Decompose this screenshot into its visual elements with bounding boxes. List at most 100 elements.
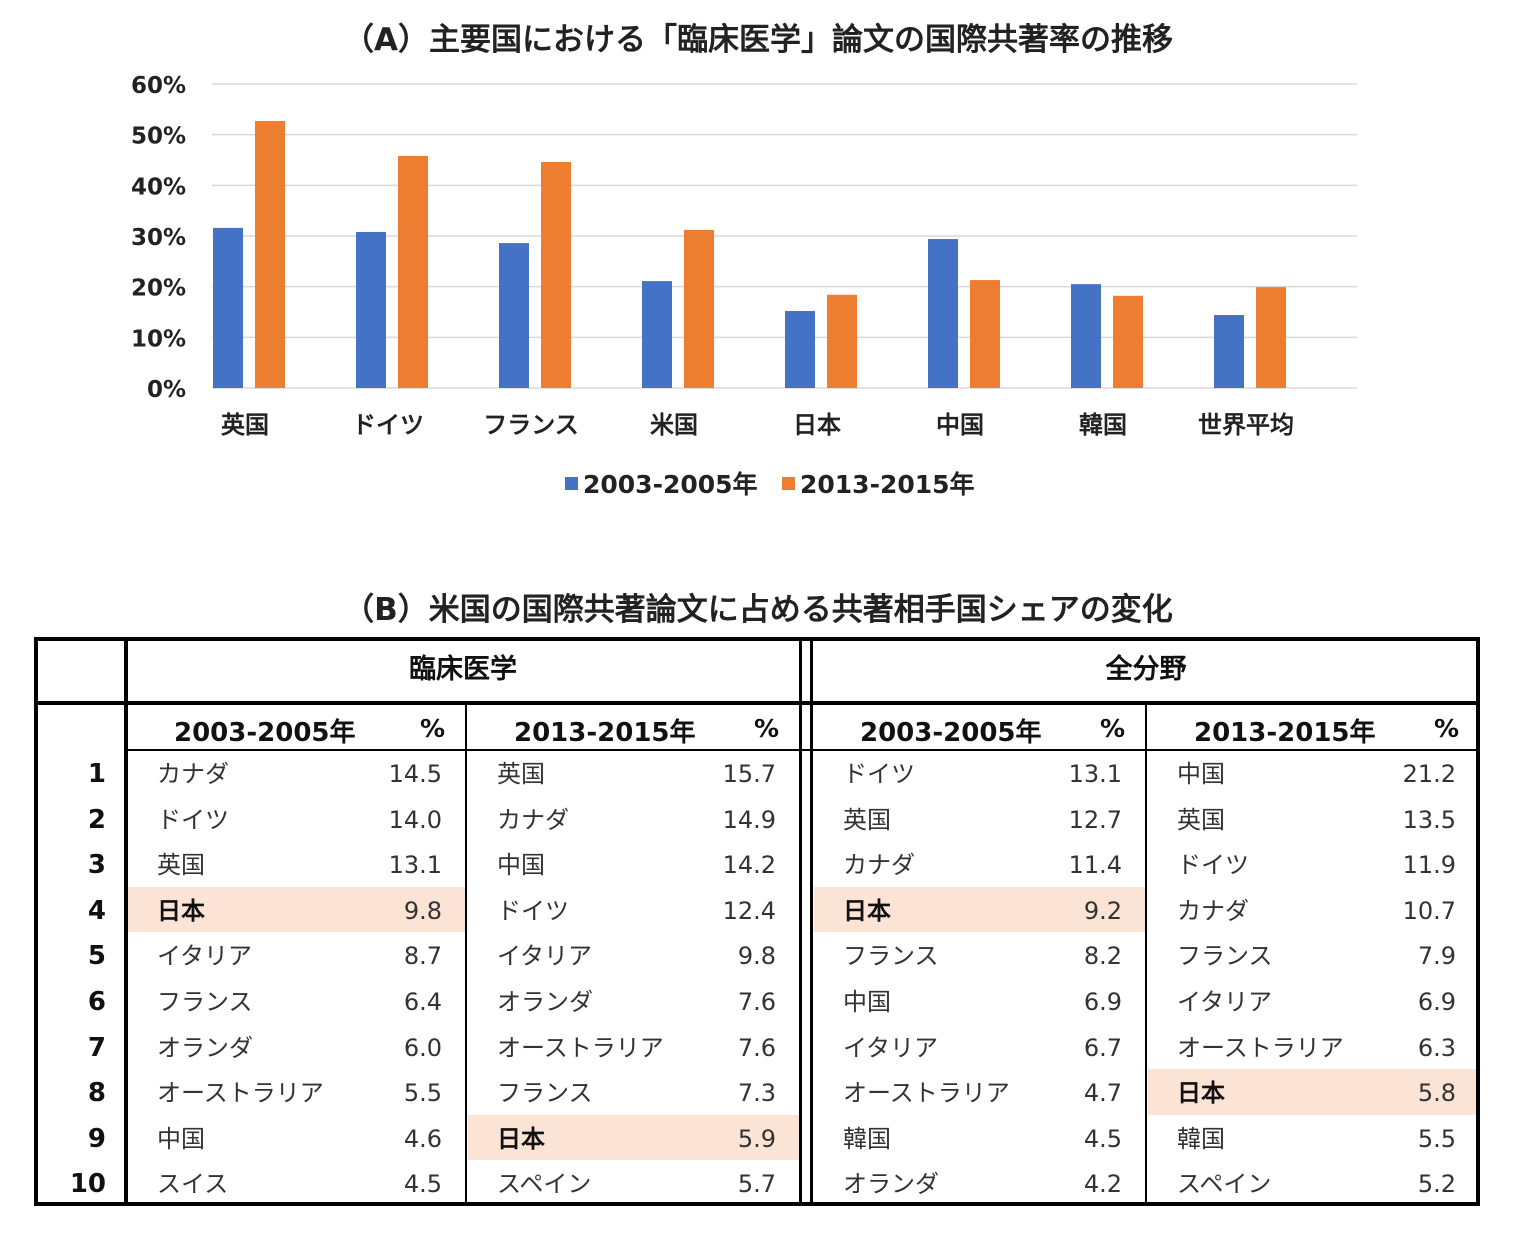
share-value: 9.8	[403, 896, 442, 925]
x-tick-label: 英国	[221, 411, 269, 439]
share-value: 7.6	[737, 1033, 776, 1062]
country-name: 韓国	[843, 1124, 891, 1153]
bar-2003-2005	[1071, 284, 1101, 388]
country-name: イタリア	[497, 942, 593, 971]
country-name: イタリア	[1177, 988, 1273, 1016]
percent-header: %	[420, 714, 446, 743]
country-name: オーストラリア	[497, 1033, 664, 1062]
x-tick-label: 世界平均	[1198, 411, 1294, 439]
period-header: 2003-2005年	[174, 718, 356, 748]
share-value: 5.2	[1417, 1170, 1456, 1199]
highlight-japan	[468, 1114, 799, 1161]
rank-number: 2	[87, 804, 106, 835]
share-value: 15.7	[722, 760, 776, 788]
period-divider	[1145, 703, 1147, 1206]
bar-2003-2005	[785, 310, 815, 388]
rank-number: 1	[87, 759, 106, 789]
percent-header: %	[1434, 714, 1460, 743]
bar-2003-2005	[499, 243, 529, 388]
section-divider	[810, 637, 813, 1206]
country-name: オランダ	[843, 1170, 939, 1199]
x-tick-label: フランス	[483, 411, 579, 439]
country-name: 中国	[1177, 760, 1225, 788]
share-value: 13.1	[1068, 760, 1122, 788]
share-value: 5.8	[1417, 1079, 1456, 1108]
bar-2003-2005	[213, 227, 243, 388]
share-value: 7.9	[1417, 942, 1456, 971]
country-name: カナダ	[843, 851, 915, 880]
country-name: 韓国	[1177, 1124, 1225, 1153]
period-header: 2013-2015年	[1194, 718, 1376, 748]
share-value: 21.2	[1402, 760, 1456, 788]
y-tick-label: 30%	[131, 225, 186, 251]
bar-2013-2015	[1113, 295, 1143, 388]
share-value: 13.1	[388, 851, 442, 880]
bar-2013-2015	[255, 120, 285, 388]
share-value: 12.7	[1068, 805, 1122, 834]
percent-header: %	[1100, 714, 1126, 743]
bar-2013-2015	[1256, 287, 1286, 388]
percent-header: %	[754, 714, 780, 743]
share-value: 11.4	[1068, 851, 1122, 880]
country-name: スイス	[157, 1170, 229, 1199]
table-title: （B）米国の国際共著論文に占める共著相手国シェアの変化	[343, 592, 1173, 628]
country-name: フランス	[157, 988, 253, 1016]
y-tick-label: 40%	[131, 174, 186, 200]
share-value: 4.6	[403, 1124, 442, 1153]
y-tick-label: 50%	[131, 124, 186, 150]
country-name: オランダ	[157, 1033, 253, 1062]
highlight-japan	[814, 886, 1145, 933]
country-name: カナダ	[1177, 896, 1249, 925]
country-name: スペイン	[497, 1170, 592, 1199]
y-tick-label: 10%	[131, 326, 186, 352]
period-header: 2013-2015年	[514, 718, 696, 748]
country-name: 中国	[843, 988, 891, 1016]
legend-swatch	[782, 477, 795, 490]
country-name: ドイツ	[843, 760, 915, 788]
subheader-divider	[126, 749, 1480, 751]
y-tick-label: 60%	[131, 73, 186, 99]
bar-2013-2015	[827, 294, 857, 388]
bar-2013-2015	[398, 155, 428, 388]
country-name: スペイン	[1177, 1170, 1272, 1199]
country-name: オーストラリア	[157, 1079, 324, 1108]
country-name: ドイツ	[1177, 851, 1249, 880]
country-name: オーストラリア	[843, 1079, 1010, 1108]
x-tick-label: 韓国	[1079, 411, 1127, 439]
share-value: 6.9	[1417, 988, 1456, 1016]
share-value: 5.5	[403, 1079, 442, 1108]
share-value: 6.7	[1083, 1033, 1122, 1062]
section-header: 全分野	[1105, 654, 1187, 685]
country-name: 日本	[157, 896, 205, 925]
share-value: 13.5	[1402, 805, 1456, 834]
legend-label: 2013-2015年	[800, 470, 975, 499]
share-value: 4.2	[1083, 1170, 1122, 1199]
share-value: 10.7	[1402, 896, 1456, 925]
rank-number: 9	[87, 1123, 106, 1154]
rank-number: 7	[87, 1032, 106, 1063]
share-value: 8.7	[403, 942, 442, 971]
bar-2003-2005	[928, 239, 958, 388]
share-value: 9.8	[737, 942, 776, 971]
share-value: 9.2	[1083, 896, 1122, 925]
section-header: 臨床医学	[409, 654, 517, 685]
x-tick-label: 日本	[793, 411, 841, 439]
country-name: 英国	[157, 851, 205, 880]
country-name: 英国	[1177, 805, 1225, 834]
table-border-left	[34, 637, 38, 1206]
share-value: 6.9	[1083, 988, 1122, 1016]
period-header: 2003-2005年	[860, 718, 1042, 748]
share-value: 6.4	[403, 988, 442, 1016]
country-name: イタリア	[843, 1033, 939, 1062]
rank-number: 6	[87, 987, 106, 1017]
x-tick-label: 中国	[936, 411, 984, 439]
period-divider	[465, 703, 467, 1206]
share-value: 5.7	[737, 1170, 776, 1199]
x-tick-label: 米国	[650, 411, 698, 439]
country-name: フランス	[1177, 942, 1273, 971]
x-tick-label: ドイツ	[352, 411, 424, 439]
share-value: 7.6	[737, 988, 776, 1016]
bar-2013-2015	[684, 229, 714, 388]
country-name: カナダ	[497, 805, 569, 834]
